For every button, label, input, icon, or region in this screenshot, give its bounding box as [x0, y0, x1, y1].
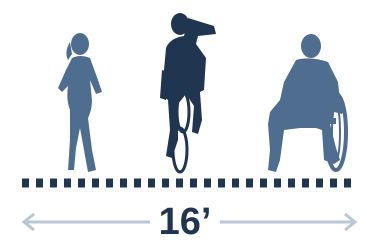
page: 16’ (() => { const data = JSON.parse(doc…	[0, 0, 367, 246]
illustration: 16’	[0, 0, 367, 246]
wheelchair-figure	[268, 34, 346, 172]
distance-label: 16’	[159, 201, 212, 243]
cyclist-figure	[160, 13, 216, 172]
runner-figure	[58, 33, 102, 172]
